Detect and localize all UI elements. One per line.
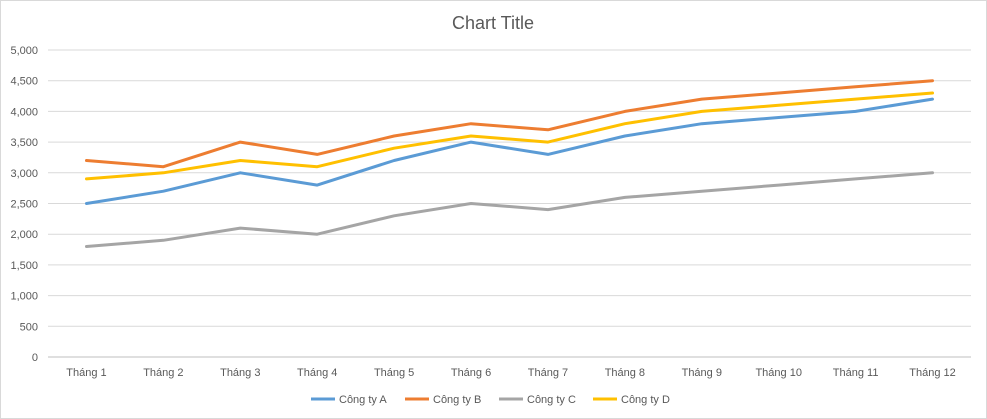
x-tick-label: Tháng 12 [909, 367, 955, 379]
x-tick-label: Tháng 2 [143, 367, 183, 379]
legend: Công ty A Công ty B Công ty C Công ty D [311, 394, 670, 406]
legend-entry: Công ty B [405, 394, 481, 406]
series-line-4 [85, 91, 934, 181]
chart-title: Chart Title [452, 13, 534, 33]
x-tick-label: Tháng 6 [451, 367, 491, 379]
y-tick-label: 3,000 [10, 168, 38, 180]
x-tick-label: Tháng 1 [66, 367, 106, 379]
y-tick-label: 2,000 [10, 229, 38, 241]
x-axis-tick-labels: Tháng 1 Tháng 2 Tháng 3 Tháng 4 Tháng 5 Tháng… [66, 367, 956, 379]
legend-label: Công ty C [527, 394, 576, 406]
legend-entry: Công ty A [311, 394, 387, 406]
series-lines [85, 79, 934, 248]
y-tick-label: 4,000 [10, 106, 38, 118]
series-line-1 [85, 97, 934, 205]
y-tick-label: 0 [32, 352, 38, 364]
x-tick-label: Tháng 9 [682, 367, 722, 379]
legend-label: Công ty A [339, 394, 387, 406]
x-tick-label: Tháng 3 [220, 367, 260, 379]
x-tick-label: Tháng 5 [374, 367, 414, 379]
x-tick-label: Tháng 4 [297, 367, 337, 379]
series-line-2 [85, 79, 934, 169]
y-tick-label: 1,000 [10, 291, 38, 303]
y-tick-label: 4,500 [10, 76, 38, 88]
y-tick-label: 1,500 [10, 260, 38, 272]
x-tick-label: Tháng 11 [833, 367, 879, 379]
x-tick-label: Tháng 7 [528, 367, 568, 379]
legend-label: Công ty D [621, 394, 670, 406]
legend-entry: Công ty C [499, 394, 576, 406]
y-tick-label: 3,500 [10, 137, 38, 149]
x-tick-label: Tháng 10 [755, 367, 801, 379]
y-tick-label: 2,500 [10, 199, 38, 211]
y-axis-tick-labels: 0 500 1,000 1,500 2,000 2,500 3,000 3,500 4,000 4… [10, 45, 38, 364]
legend-label: Công ty B [433, 394, 481, 406]
gridlines [48, 49, 971, 358]
y-tick-label: 500 [20, 321, 38, 333]
legend-entry: Công ty D [593, 394, 670, 406]
series-line-3 [85, 171, 934, 248]
y-tick-label: 5,000 [10, 45, 38, 57]
x-tick-label: Tháng 8 [605, 367, 645, 379]
